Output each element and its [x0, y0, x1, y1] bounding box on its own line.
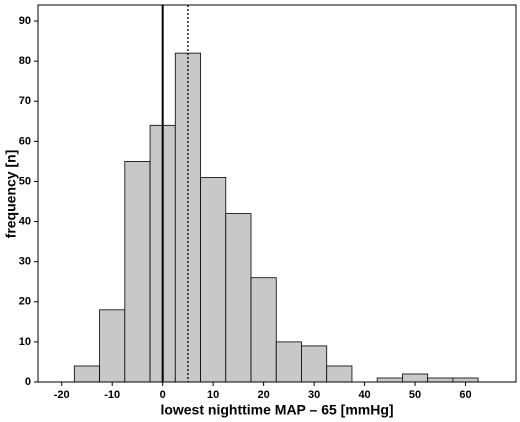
- bar: [124, 161, 151, 383]
- x-tick-label: 40: [358, 389, 370, 401]
- bar: [427, 377, 454, 383]
- y-tick-label: 50: [19, 175, 31, 187]
- y-tick-label: 10: [19, 336, 31, 348]
- bar: [452, 377, 479, 383]
- x-tick-label: 10: [207, 389, 219, 401]
- x-tick-label: 20: [257, 389, 269, 401]
- x-tick-label: 30: [308, 389, 320, 401]
- y-tick-label: 0: [25, 376, 31, 388]
- plot-frame: [37, 4, 517, 383]
- x-tick-label: -10: [104, 389, 120, 401]
- bar: [250, 277, 277, 383]
- y-tick-label: 30: [19, 256, 31, 268]
- bar: [200, 177, 227, 383]
- y-tick-label: 40: [19, 215, 31, 227]
- bar: [225, 213, 252, 383]
- bar: [326, 365, 353, 383]
- y-tick-label: 90: [19, 15, 31, 27]
- bar: [73, 365, 100, 383]
- x-tick-label: 60: [459, 389, 471, 401]
- bar: [99, 309, 126, 383]
- y-axis-title: frequency [n]: [3, 150, 19, 239]
- y-tick-label: 20: [19, 296, 31, 308]
- bar: [275, 341, 302, 383]
- x-tick-label: -20: [54, 389, 70, 401]
- bar: [376, 377, 403, 383]
- y-tick-label: 70: [19, 95, 31, 107]
- y-tick-label: 80: [19, 55, 31, 67]
- bar: [301, 345, 328, 383]
- bar: [402, 373, 429, 383]
- x-tick-label: 0: [160, 389, 166, 401]
- x-tick-label: 50: [409, 389, 421, 401]
- x-axis-title: lowest nighttime MAP – 65 [mmHg]: [160, 402, 393, 418]
- y-tick-label: 60: [19, 135, 31, 147]
